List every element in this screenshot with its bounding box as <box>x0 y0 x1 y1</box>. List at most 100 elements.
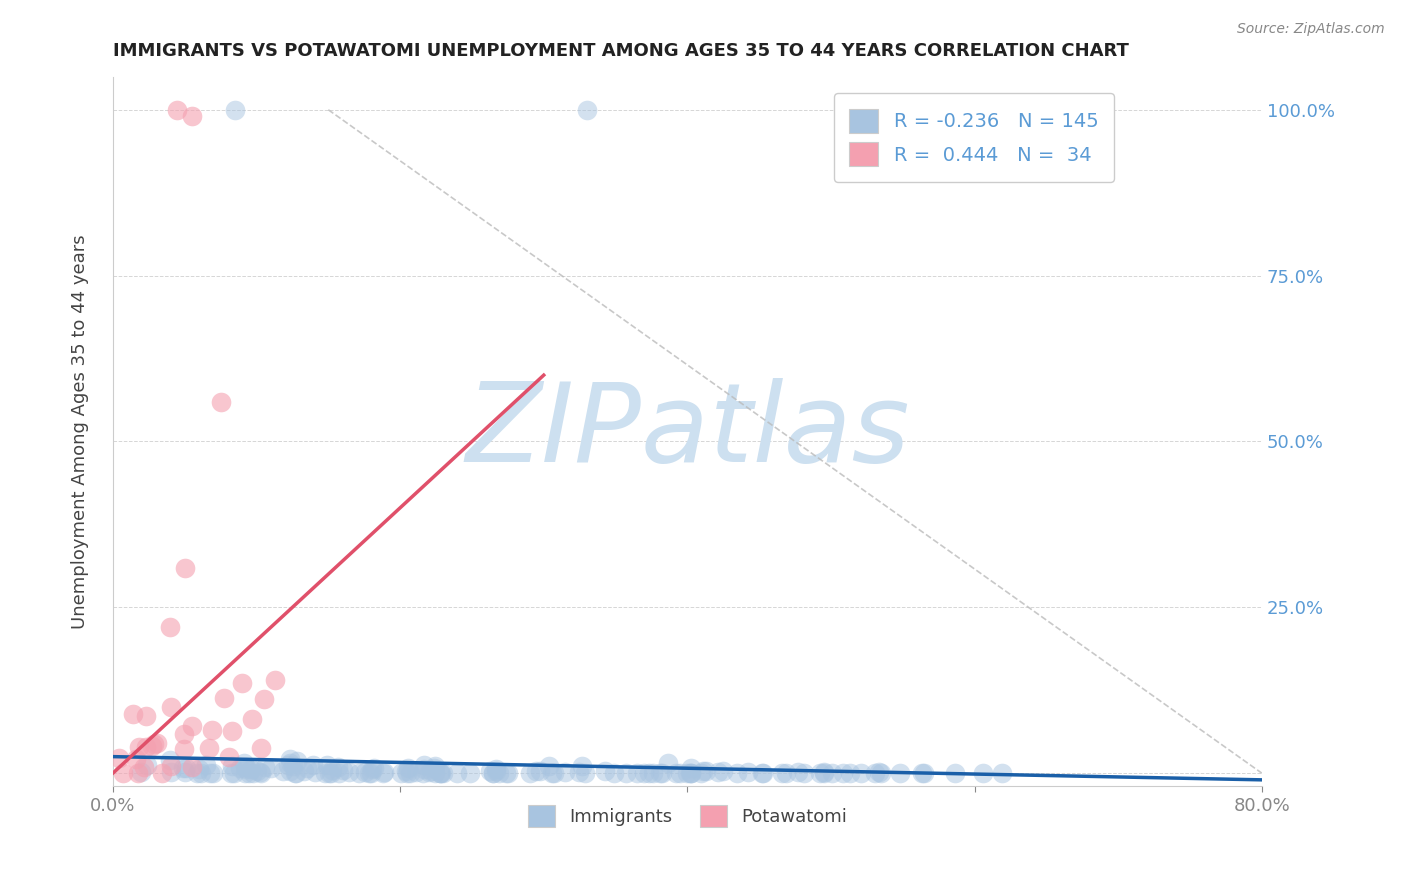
Point <box>173 741 195 756</box>
Point <box>125 752 148 766</box>
Point <box>180 719 202 733</box>
Point <box>209 394 232 409</box>
Point <box>172 761 194 775</box>
Point <box>278 764 301 778</box>
Point <box>318 766 340 780</box>
Point <box>679 761 702 775</box>
Point <box>810 766 832 780</box>
Point <box>849 766 872 780</box>
Point <box>821 766 844 780</box>
Point <box>430 766 453 780</box>
Point <box>991 766 1014 780</box>
Point <box>228 761 250 775</box>
Point <box>651 765 673 780</box>
Point <box>166 103 188 117</box>
Point <box>201 723 224 738</box>
Point <box>295 761 318 775</box>
Point <box>250 766 273 780</box>
Point <box>253 692 276 706</box>
Point <box>221 723 243 738</box>
Point <box>280 752 302 766</box>
Point <box>725 766 748 780</box>
Point <box>173 727 195 741</box>
Point <box>943 766 966 780</box>
Text: Source: ZipAtlas.com: Source: ZipAtlas.com <box>1237 22 1385 37</box>
Point <box>422 761 444 775</box>
Point <box>328 766 350 780</box>
Point <box>235 762 257 776</box>
Point <box>863 766 886 780</box>
Point <box>395 764 418 778</box>
Point <box>485 764 508 779</box>
Point <box>574 766 596 780</box>
Point <box>396 761 419 775</box>
Point <box>302 758 325 772</box>
Point <box>159 753 181 767</box>
Point <box>186 766 208 780</box>
Point <box>695 764 717 778</box>
Point <box>752 766 775 780</box>
Point <box>972 766 994 780</box>
Point <box>159 620 181 634</box>
Point <box>912 766 935 780</box>
Point <box>711 764 734 778</box>
Point <box>360 766 382 780</box>
Point <box>643 766 665 780</box>
Point <box>349 766 371 780</box>
Point <box>543 765 565 780</box>
Point <box>737 764 759 779</box>
Point <box>389 766 412 780</box>
Point <box>395 766 418 780</box>
Point <box>194 758 217 772</box>
Point <box>135 740 157 755</box>
Point <box>304 764 326 779</box>
Point <box>595 764 617 779</box>
Point <box>233 756 256 770</box>
Point <box>240 712 263 726</box>
Point <box>537 759 560 773</box>
Point <box>224 103 246 117</box>
Point <box>681 766 703 780</box>
Point <box>540 766 562 780</box>
Point <box>231 676 253 690</box>
Point <box>432 766 454 780</box>
Point <box>648 766 671 780</box>
Point <box>111 766 134 780</box>
Point <box>159 759 181 773</box>
Point <box>488 765 510 780</box>
Point <box>260 761 283 775</box>
Point <box>775 766 797 780</box>
Point <box>425 759 447 773</box>
Point <box>675 766 697 780</box>
Point <box>141 739 163 753</box>
Point <box>221 759 243 773</box>
Point <box>143 737 166 751</box>
Point <box>321 766 343 780</box>
Point <box>831 766 853 780</box>
Point <box>446 766 468 780</box>
Point <box>495 766 517 780</box>
Point <box>127 766 149 780</box>
Point <box>174 761 197 775</box>
Point <box>253 760 276 774</box>
Point <box>242 766 264 780</box>
Point <box>657 756 679 770</box>
Point <box>665 766 688 780</box>
Text: ZIPatlas: ZIPatlas <box>465 378 910 485</box>
Point <box>681 766 703 780</box>
Point <box>679 766 702 780</box>
Y-axis label: Unemployment Among Ages 35 to 44 years: Unemployment Among Ages 35 to 44 years <box>72 235 89 629</box>
Point <box>692 764 714 778</box>
Point <box>332 763 354 777</box>
Point <box>339 764 361 779</box>
Legend: Immigrants, Potawatomi: Immigrants, Potawatomi <box>520 797 855 834</box>
Point <box>159 764 181 779</box>
Point <box>889 766 911 780</box>
Point <box>413 762 436 776</box>
Point <box>614 766 637 780</box>
Point <box>399 766 422 780</box>
Point <box>568 765 591 780</box>
Point <box>371 766 394 780</box>
Point <box>482 766 505 780</box>
Point <box>870 766 893 780</box>
